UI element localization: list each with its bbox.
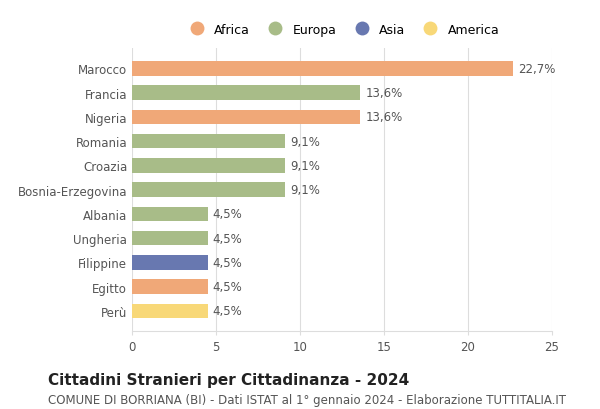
Text: 4,5%: 4,5% — [212, 256, 242, 269]
Text: 22,7%: 22,7% — [518, 63, 556, 76]
Text: Cittadini Stranieri per Cittadinanza - 2024: Cittadini Stranieri per Cittadinanza - 2… — [48, 372, 409, 387]
Bar — [132, 62, 514, 76]
Bar — [132, 135, 285, 149]
Bar — [132, 183, 285, 198]
Bar — [132, 231, 208, 246]
Text: 13,6%: 13,6% — [365, 87, 403, 100]
Bar — [132, 304, 208, 319]
Text: 4,5%: 4,5% — [212, 208, 242, 221]
Text: 4,5%: 4,5% — [212, 281, 242, 294]
Text: COMUNE DI BORRIANA (BI) - Dati ISTAT al 1° gennaio 2024 - Elaborazione TUTTITALI: COMUNE DI BORRIANA (BI) - Dati ISTAT al … — [48, 393, 566, 407]
Text: 4,5%: 4,5% — [212, 305, 242, 318]
Legend: Africa, Europa, Asia, America: Africa, Europa, Asia, America — [179, 19, 505, 42]
Bar — [132, 159, 285, 173]
Text: 13,6%: 13,6% — [365, 111, 403, 124]
Bar — [132, 86, 361, 101]
Bar — [132, 207, 208, 222]
Text: 9,1%: 9,1% — [290, 135, 320, 148]
Bar — [132, 280, 208, 294]
Text: 4,5%: 4,5% — [212, 232, 242, 245]
Bar — [132, 110, 361, 125]
Text: 9,1%: 9,1% — [290, 160, 320, 173]
Text: 9,1%: 9,1% — [290, 184, 320, 197]
Bar — [132, 256, 208, 270]
